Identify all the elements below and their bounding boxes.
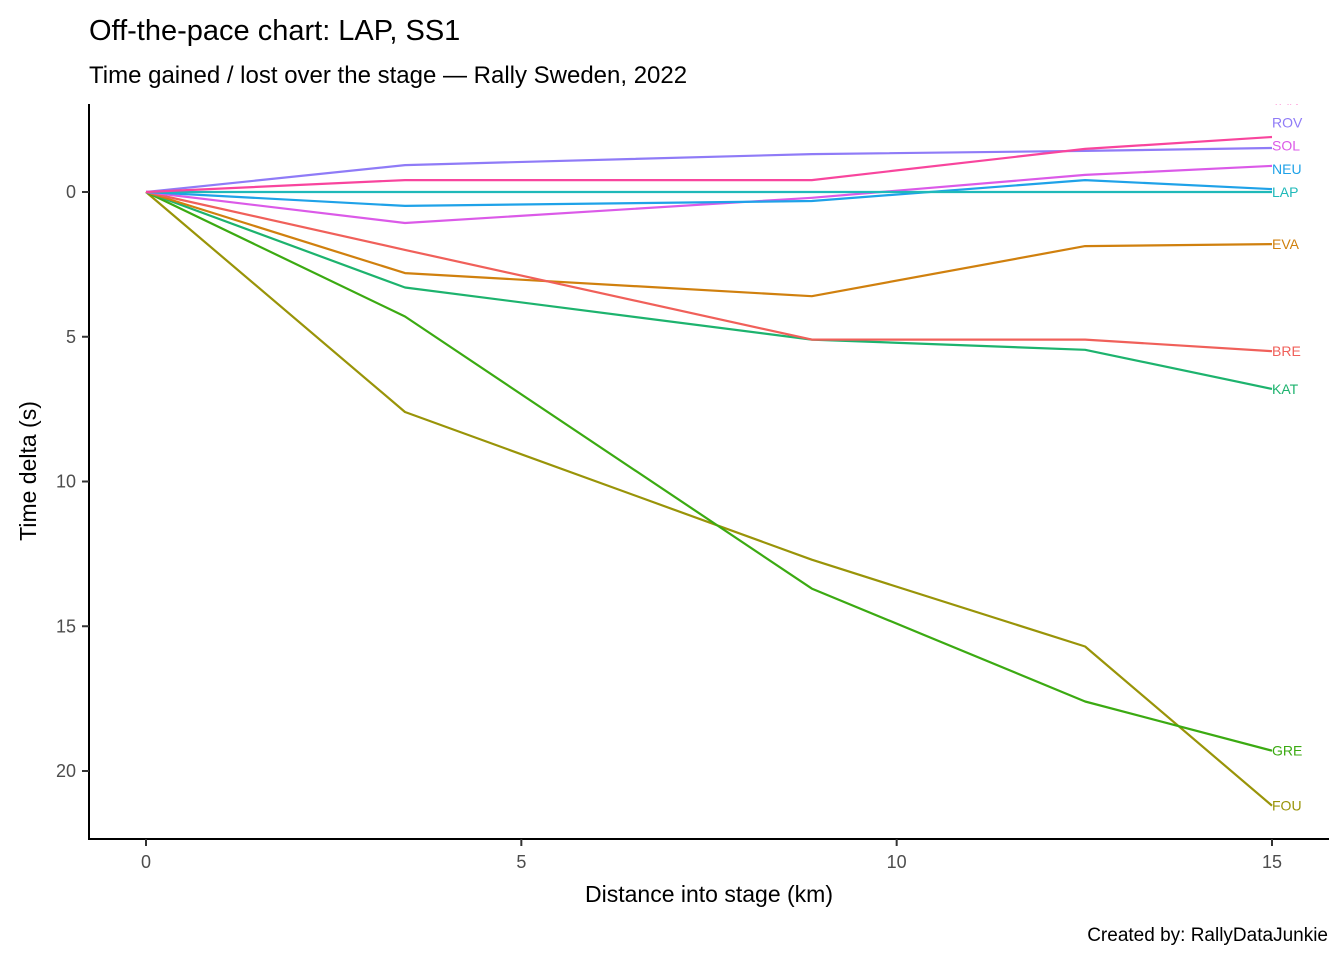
series-label-rov: ROV	[1272, 115, 1303, 131]
y-tick-label: 10	[56, 472, 76, 492]
series-label-sol: SOL	[1272, 138, 1300, 154]
x-tick-label: 10	[887, 852, 907, 872]
x-tick-label: 0	[141, 852, 151, 872]
x-axis-title: Distance into stage (km)	[585, 881, 833, 907]
chart-caption: Created by: RallyDataJunkie	[1087, 925, 1328, 946]
series-line-sol	[145, 164, 1273, 225]
y-axis-ticks: 0 5 10 15 20	[56, 182, 89, 781]
series-line-eva	[145, 190, 1273, 298]
series-label-kat: KAT	[1272, 381, 1299, 397]
series-line-tan	[145, 135, 1273, 194]
series-label-fou: FOU	[1272, 798, 1302, 814]
series-label-gre: GRE	[1272, 743, 1302, 759]
x-axis-ticks: 0 5 10 15	[141, 839, 1282, 872]
chart-subtitle: Time gained / lost over the stage — Rall…	[89, 62, 687, 89]
y-tick-label: 20	[56, 761, 76, 781]
series-label-bre: BRE	[1272, 343, 1301, 359]
chart-title: Off-the-pace chart: LAP, SS1	[89, 15, 460, 47]
series-line-gre	[145, 191, 1273, 752]
x-tick-label: 15	[1262, 852, 1282, 872]
series-layer: TAN ROV SOL NEU LAP EVA BRE KAT GRE FOU	[145, 91, 1303, 814]
series-line-bre	[145, 190, 1273, 353]
series-line-rov	[145, 146, 1273, 194]
y-tick-label: 5	[66, 327, 76, 347]
series-label-eva: EVA	[1272, 236, 1300, 252]
series-label-lap: LAP	[1272, 184, 1298, 200]
series-label-tan: TAN	[1272, 91, 1299, 107]
y-axis-title: Time delta (s)	[15, 401, 41, 541]
series-line-neu	[145, 179, 1273, 207]
x-tick-label: 5	[516, 852, 526, 872]
series-line-fou	[145, 191, 1273, 807]
y-tick-label: 15	[56, 616, 76, 636]
series-label-neu: NEU	[1272, 161, 1302, 177]
y-tick-label: 0	[66, 182, 76, 202]
